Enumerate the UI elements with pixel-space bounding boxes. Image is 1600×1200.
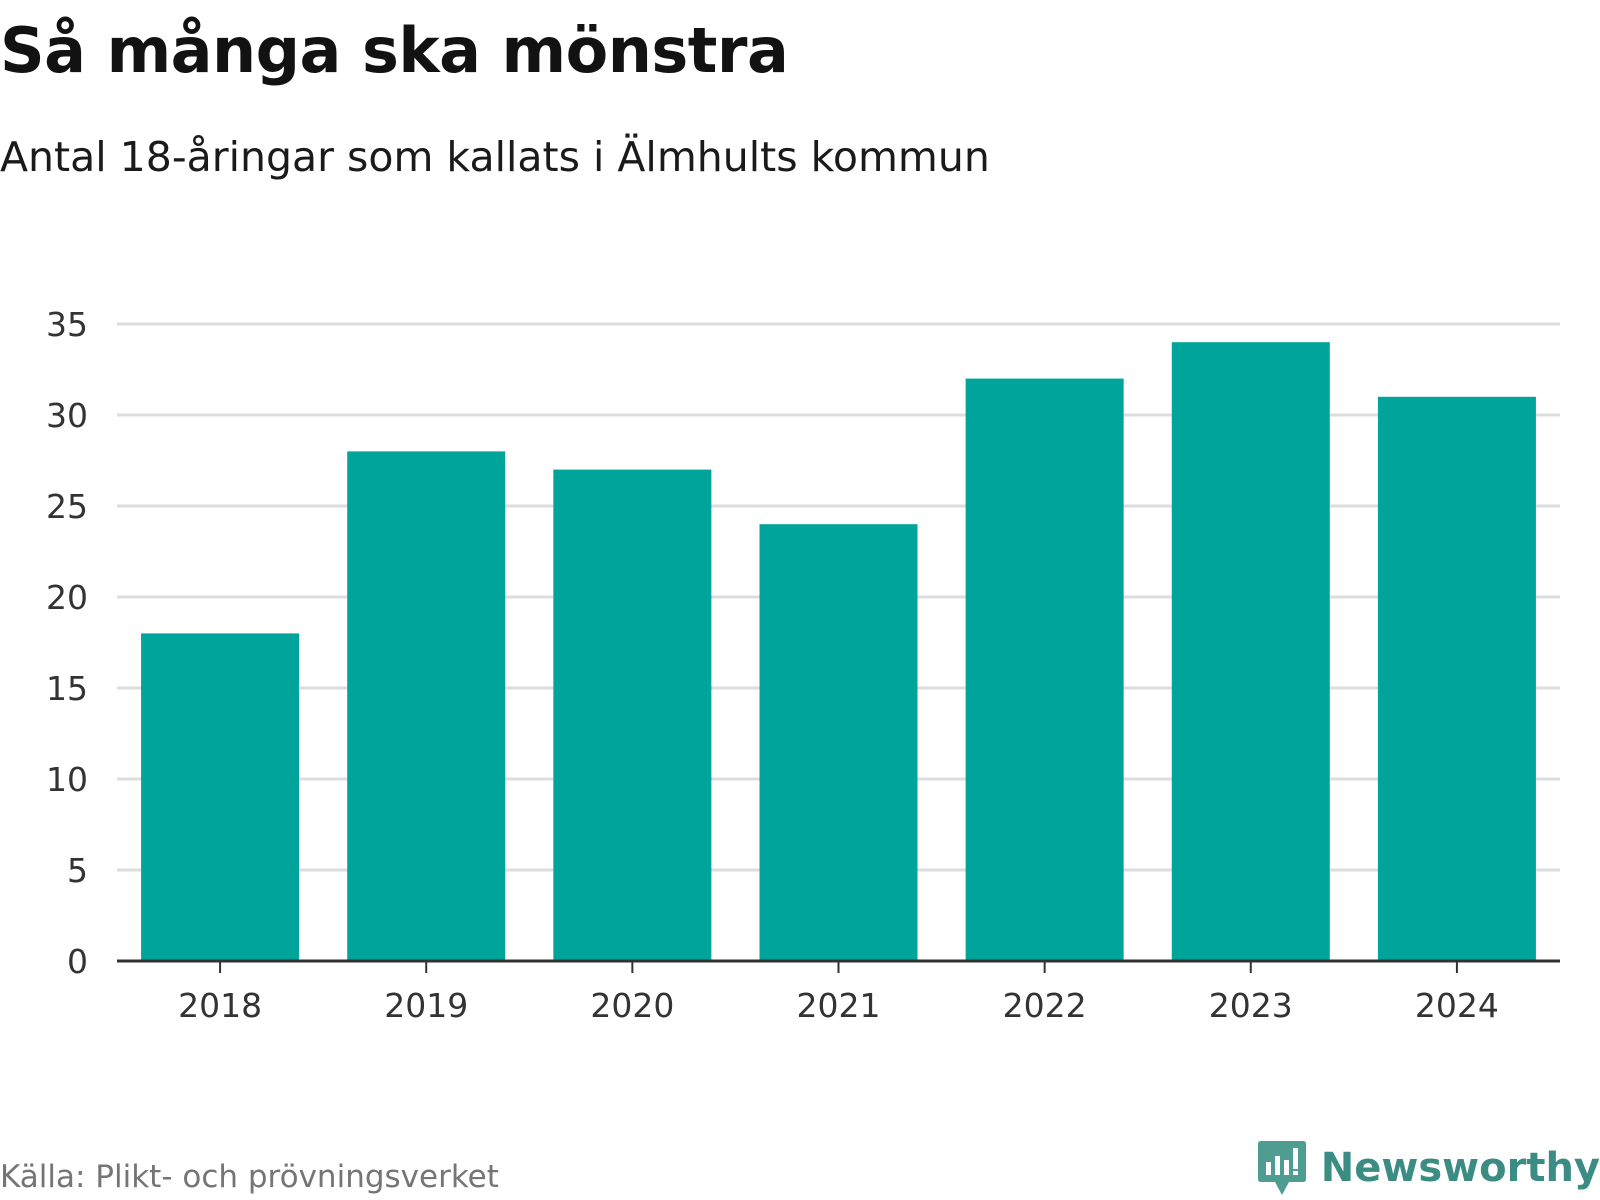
- x-tick-label: 2020: [590, 986, 674, 1025]
- brand-logo[interactable]: Newsworthy: [1257, 1140, 1600, 1196]
- y-axis-tick-labels: 0 5 10 15 20 25 30 35: [46, 305, 88, 981]
- bar-2022: [965, 378, 1124, 962]
- newsworthy-logo-icon: [1257, 1141, 1306, 1195]
- y-tick-label: 30: [46, 396, 88, 435]
- x-axis: [117, 959, 1560, 973]
- chart-subtitle: Antal 18-åringar som kallats i Älmhults …: [0, 133, 990, 181]
- y-tick-label: 25: [46, 487, 88, 526]
- bar-2024: [1377, 396, 1536, 961]
- x-tick-label: 2019: [384, 986, 468, 1025]
- source-note: Källa: Plikt- och prövningsverket: [0, 1159, 499, 1195]
- x-tick-label: 2022: [1003, 986, 1087, 1025]
- y-tick-label: 5: [67, 851, 88, 890]
- bar-2018: [141, 633, 300, 961]
- bar-2019: [347, 451, 506, 961]
- y-tick-label: 15: [46, 669, 88, 708]
- y-tick-label: 0: [67, 942, 88, 981]
- bar-2021: [759, 524, 918, 961]
- x-axis-tick-labels: 2018 2019 2020 2021 2022 2023 2024: [178, 986, 1499, 1025]
- bar-2023: [1171, 342, 1330, 961]
- y-tick-label: 20: [46, 578, 88, 617]
- brand-name: Newsworthy: [1320, 1145, 1600, 1191]
- chart-title: Så många ska mönstra: [0, 14, 789, 87]
- y-tick-label: 10: [46, 760, 88, 799]
- bars: [141, 342, 1536, 962]
- bar-2020: [553, 469, 712, 961]
- x-tick-label: 2021: [797, 986, 881, 1025]
- y-tick-label: 35: [46, 305, 88, 344]
- x-tick-label: 2024: [1415, 986, 1499, 1025]
- x-tick-label: 2023: [1209, 986, 1293, 1025]
- x-tick-label: 2018: [178, 986, 262, 1025]
